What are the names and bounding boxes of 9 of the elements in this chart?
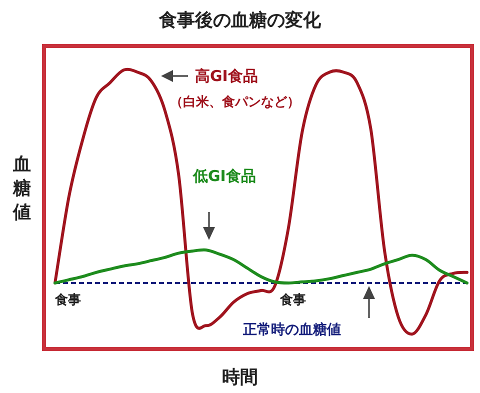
text: 低GI食品: [192, 167, 256, 185]
ref-line-label: 正常時の血糖値: [242, 321, 341, 338]
text: 高GI食品: [195, 67, 258, 85]
chart-title: 食事後の血糖の変化: [158, 10, 322, 31]
annotation: 食事: [54, 293, 81, 308]
annotation: （白米、食パンなど）: [170, 95, 300, 110]
annotation: 食事: [279, 293, 306, 308]
ylabel: 血糖値: [13, 154, 31, 223]
x-axis-title: 時間: [222, 367, 258, 388]
